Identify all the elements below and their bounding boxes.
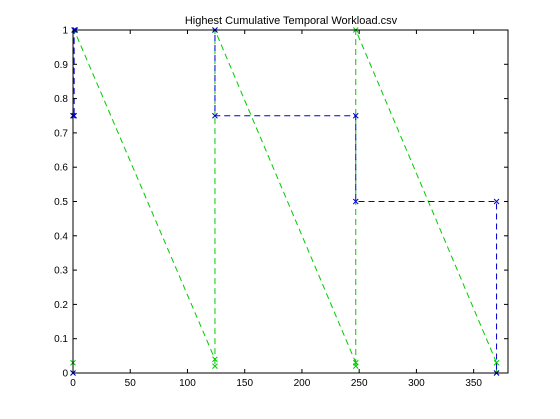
y-tick-label: 1 [62, 26, 68, 37]
y-axis: 0 0.1 0.2 0.3 0.4 0.5 0.6 0.7 0.8 0.9 1 [54, 26, 508, 380]
data-point-marker [212, 356, 218, 363]
y-tick-label: 0.1 [54, 334, 68, 345]
data-point-marker [71, 112, 77, 119]
data-point-marker [212, 363, 218, 369]
x-tick-label: 100 [179, 378, 196, 389]
data-point-marker [212, 112, 218, 119]
x-tick-label: 0 [70, 378, 76, 389]
x-axis: 0 50 100 150 200 250 300 350 [70, 30, 482, 389]
data-point-marker [352, 112, 359, 119]
data-point-marker [352, 363, 359, 369]
y-tick-label: 0.9 [54, 60, 68, 71]
y-tick-label: 0.5 [54, 197, 68, 208]
y-tick-label: 0.6 [54, 163, 68, 174]
x-tick-label: 50 [125, 378, 137, 389]
series-0 [70, 27, 500, 376]
chart-title: Highest Cumulative Temporal Workload.csv [185, 15, 398, 27]
series-line [72, 29, 498, 373]
y-tick-label: 0.8 [54, 94, 68, 105]
data-point-marker [493, 198, 500, 205]
x-tick-label: 300 [408, 378, 425, 389]
data-point-marker [493, 359, 500, 366]
y-tick-label: 0.3 [54, 266, 68, 277]
series-line [72, 29, 498, 373]
series-1 [70, 27, 500, 376]
x-tick-label: 350 [465, 378, 482, 389]
x-tick-label: 150 [236, 378, 253, 389]
y-tick-label: 0 [62, 369, 68, 380]
y-tick-label: 0.2 [54, 300, 68, 311]
y-tick-label: 0.4 [54, 231, 68, 242]
x-tick-label: 250 [351, 378, 368, 389]
y-tick-label: 0.7 [54, 128, 68, 139]
series-layer [70, 27, 500, 376]
data-point-marker [352, 198, 359, 205]
x-tick-label: 200 [294, 378, 311, 389]
